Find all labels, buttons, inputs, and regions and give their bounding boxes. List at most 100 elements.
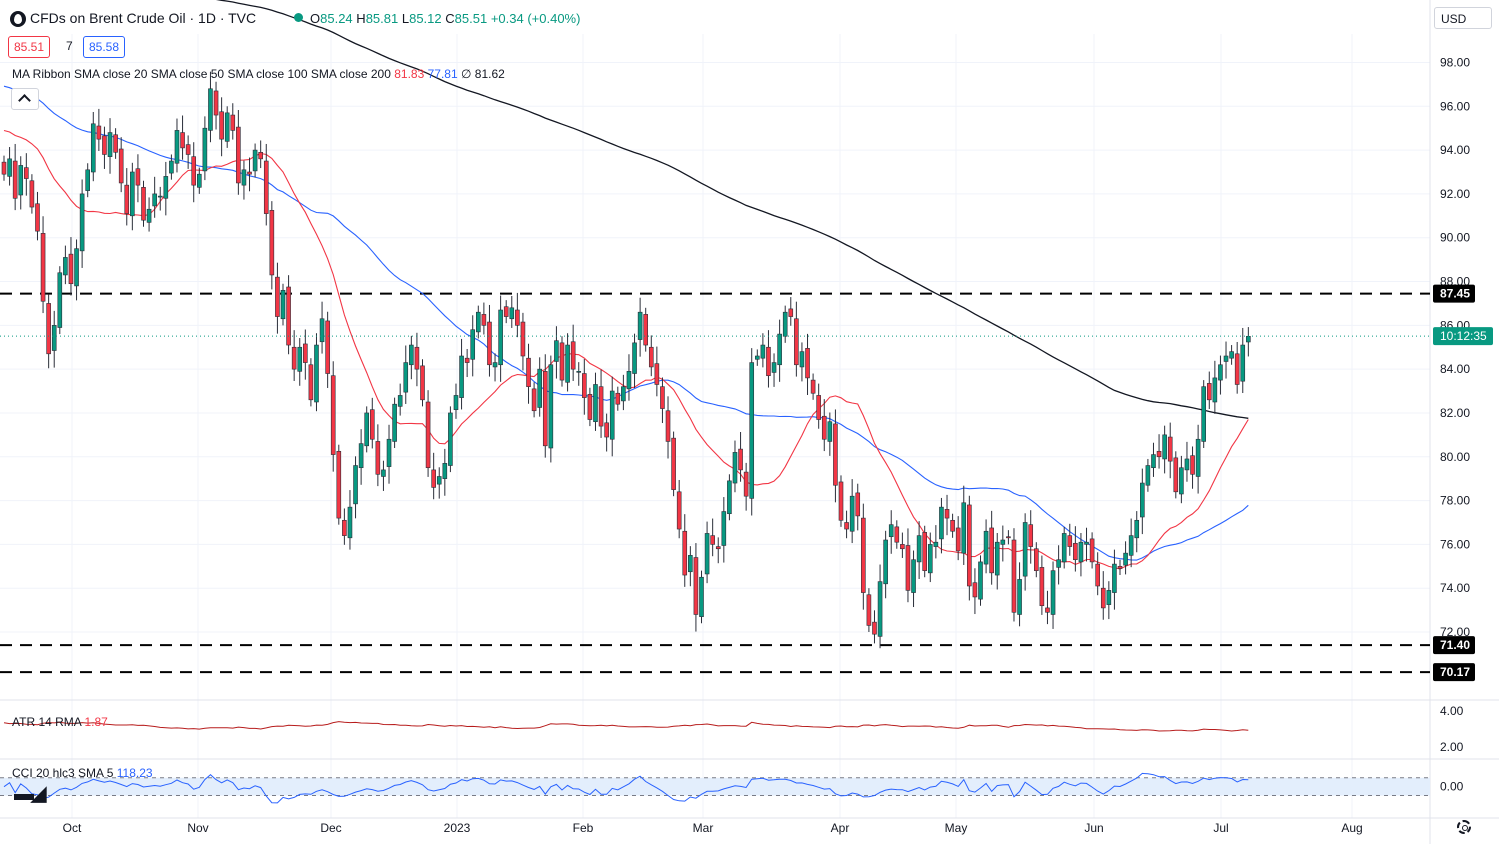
candle [358,429,364,485]
candle-body [788,308,794,317]
candle-body [146,208,152,223]
candle [442,448,448,496]
candle-body [721,511,727,546]
atr-tick-label: 4.00 [1440,704,1464,718]
candle [141,180,146,227]
candle-body [381,469,386,477]
candle-body [464,357,470,363]
candle-body [157,195,163,198]
spread-value: 7 [66,39,73,53]
candle-body [130,171,135,217]
candle [821,399,827,452]
candle [916,521,922,579]
candle-body [35,203,40,232]
candle [537,357,542,417]
candle [1218,355,1223,395]
candle-body [855,492,861,517]
candle [1229,345,1234,365]
candle [1156,434,1162,469]
candle-body [40,233,46,302]
candle-body [794,318,799,366]
candle [526,343,531,404]
cci-legend[interactable]: CCI 20 hlc3 SMA 5 118.23 [12,766,153,780]
atr-legend[interactable]: ATR 14 RMA 1.87 [12,715,108,729]
ma-ribbon-legend[interactable]: MA Ribbon SMA close 20 SMA close 50 SMA … [12,67,505,81]
candle [1078,532,1084,577]
candle-body [1246,335,1251,343]
candle-body [269,210,275,276]
candle [950,513,955,538]
candle-body [303,343,308,363]
candle [319,301,325,354]
candle-body [1128,535,1134,556]
candle-body [169,160,174,174]
candle-body [665,410,671,442]
candle-body [1151,454,1156,469]
price-tick-label: 74.00 [1440,581,1470,595]
candle [18,156,24,210]
sell-button[interactable]: 85.51 [8,36,51,58]
ma-ribbon-label: MA Ribbon SMA close 20 SMA close 50 SMA … [12,67,391,81]
candle-body [24,167,29,179]
candle-body [866,594,872,626]
candle [90,111,96,182]
candle-body [877,581,883,637]
candle-body [515,309,520,326]
candle [1050,561,1056,629]
candle-body [643,314,649,346]
candle [191,142,197,203]
candle [308,358,314,407]
candle-body [1167,436,1173,462]
candle-body [754,355,760,360]
candle [743,462,749,511]
candle-body [676,491,682,530]
sma20-line [3,129,1249,570]
candle [1117,559,1123,576]
cci-tick-label: 0.00 [1440,780,1464,794]
candle [565,333,570,392]
candle-body [1006,536,1011,539]
currency-select[interactable]: USD [1434,7,1492,29]
candle [515,292,520,338]
chart-title[interactable]: CFDs on Brent Crude Oil · 1D · TVC [30,10,257,26]
candle [197,167,202,194]
candle-body [191,156,197,186]
candle [1173,451,1179,499]
candle [1100,571,1106,620]
candle [587,387,593,427]
candle [1162,425,1167,474]
candle-body [79,193,85,252]
cci-band [0,777,1430,796]
time-tick-label: Nov [187,821,208,835]
tradingview-logo: ▬◢ [14,783,46,805]
sma50-line [3,85,1249,561]
high-label: H [356,11,366,26]
candle [732,440,738,493]
candle [1234,341,1240,394]
buy-button[interactable]: 85.58 [83,36,126,58]
time-tick-label: Dec [320,821,341,835]
candle-body [1112,563,1117,593]
candle-body [297,346,303,372]
candle [1179,455,1184,504]
candle [163,161,169,216]
candle-body [141,187,146,221]
candle [1089,532,1095,569]
candle-body [369,409,375,440]
price-axis[interactable]: 98.0096.0094.0092.0090.0088.0086.0084.00… [1433,55,1493,794]
candle-body [738,448,743,471]
collapse-legend-button[interactable] [11,88,39,110]
candle [241,160,247,200]
time-axis[interactable]: Oct Nov Dec 2023 Feb Mar Apr May Jun Jul Aug [63,821,1363,835]
candle [414,332,420,387]
gear-icon[interactable] [1457,820,1471,834]
candle-body [1022,522,1028,577]
candle-body [704,533,710,575]
candle [1184,441,1190,482]
candlestick-series[interactable] [1,71,1251,649]
candle-body [554,340,559,362]
candle-body [358,443,364,469]
candle [972,568,978,615]
candle-body [559,342,565,381]
